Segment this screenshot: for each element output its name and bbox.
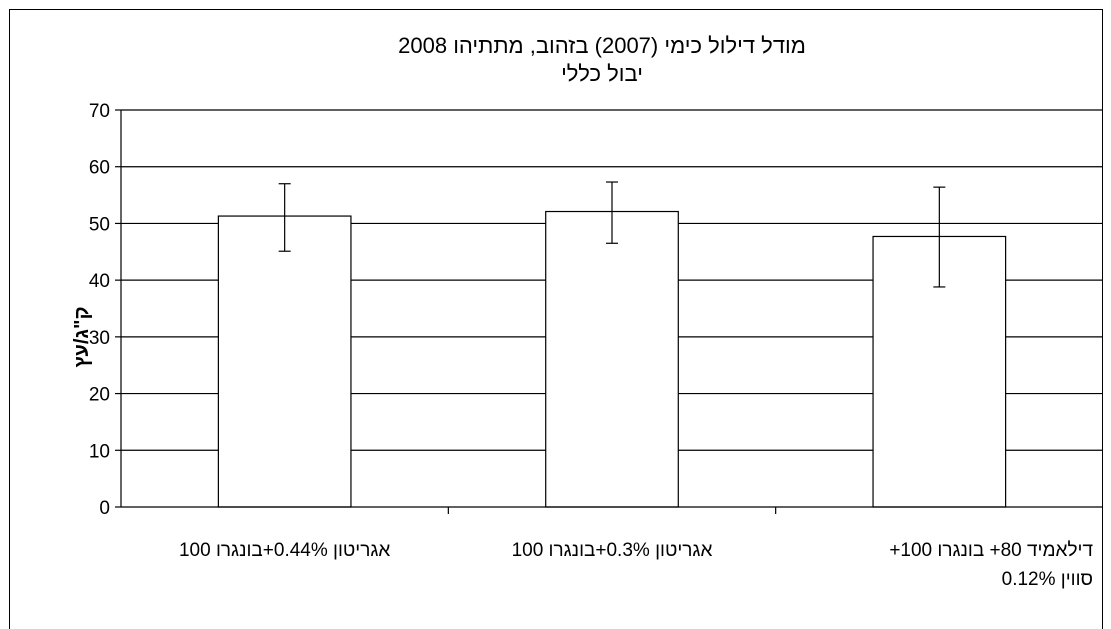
chart-subtitle: יבול כללי xyxy=(561,61,643,86)
x-category-label: אגריטון 0.3%+בונגרו 100 xyxy=(512,540,713,561)
y-tick-label: 30 xyxy=(89,328,110,349)
bar xyxy=(545,210,679,508)
y-tick-label: 50 xyxy=(89,214,110,235)
y-tick-label: 10 xyxy=(89,441,110,462)
y-tick-label: 0 xyxy=(99,498,110,519)
y-axis-label: ק"ג/עץ xyxy=(71,306,93,367)
x-category-label: אגריטון 0.44%+בונגרו 100 xyxy=(179,540,390,561)
y-tick-label: 20 xyxy=(89,385,110,406)
chart-title: מודל דילול כימי (2007) בזהוב, מתתיהו 200… xyxy=(398,33,806,58)
y-tick-label: 60 xyxy=(89,158,110,179)
chart-frame xyxy=(9,9,1103,629)
y-tick-labels: 0 10 20 30 40 50 60 70 xyxy=(89,101,121,519)
x-category-label: סווין 0.12% xyxy=(1002,569,1093,590)
axes xyxy=(120,110,1103,514)
bar xyxy=(217,215,352,508)
bars xyxy=(217,181,1007,508)
y-tick-label: 40 xyxy=(89,271,110,292)
x-category-labels: אגריטון 0.44%+בונגרו 100 אגריטון 0.3%+בונ… xyxy=(179,540,1093,590)
y-tick-label: 70 xyxy=(89,101,110,122)
x-category-label: דילאמיד 80+ בונגרו 100+ xyxy=(889,540,1093,561)
